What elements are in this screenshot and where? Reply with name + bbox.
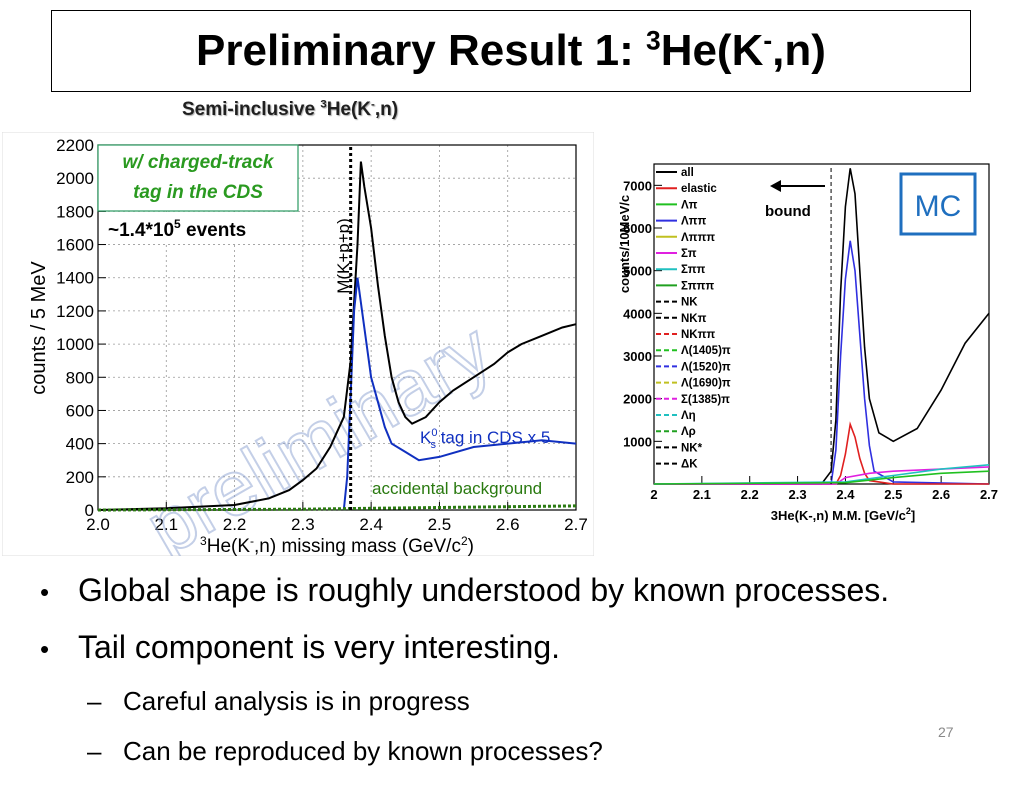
y-tick-label: 6000 (623, 221, 652, 236)
x-tick-label: 2.5 (884, 487, 902, 502)
x-tick-label: 2.6 (932, 487, 950, 502)
subbullet-item: – Can be reproduced by known processes? (87, 736, 1010, 786)
y-tick-label: 1000 (56, 335, 94, 354)
legend-label: Λρ (681, 426, 696, 438)
threshold-label: M(K+p+p) (334, 218, 353, 294)
y-tick-label: 5000 (623, 264, 652, 279)
x-tick-label: 2.7 (564, 515, 588, 534)
subbullet-text: Careful analysis is in progress (123, 686, 470, 716)
series-line (654, 240, 990, 485)
bound-arrowhead (770, 180, 781, 192)
bullet-dot: • (40, 577, 50, 607)
left-plot-frame (97, 144, 577, 511)
left-chart-panel: 2.0 2.1 2.2 2.3 2.4 2.5 2.6 2.7 0 200 400 600 800 100… (1, 131, 595, 573)
right-chart-panel: 2 2.1 2.2 2.3 2.4 2.5 2.6 2.7 1000 2000 3000 4000 50… (615, 158, 1005, 526)
tag-label-box (97, 144, 299, 212)
x-tick-label: 2.0 (86, 515, 110, 534)
subbullet-text: Can be reproduced by known processes? (123, 736, 603, 766)
y-tick-label: 2000 (623, 392, 652, 407)
x-tick-label: 2.6 (496, 515, 520, 534)
bullet-text: Tail component is very interesting. (78, 629, 560, 665)
legend-label: ΔK (681, 459, 698, 471)
legend-label: all (681, 167, 694, 179)
x-tick-label: 2.1 (693, 487, 711, 502)
legend-label: NK* (681, 442, 703, 454)
mc-label: MC (915, 190, 962, 223)
y-tick-label: 1800 (56, 202, 94, 221)
tag-label-line1: w/ charged-track (123, 152, 275, 173)
legend-label: Λ(1405)π (681, 345, 731, 357)
tag-label-line2: tag in the CDS (133, 182, 263, 203)
y-tick-label: 1200 (56, 302, 94, 321)
x-tick-label: 2.2 (741, 487, 759, 502)
y-tick-label: 4000 (623, 306, 652, 321)
page-number: 27 (938, 724, 954, 740)
legend-label: Λ(1520)π (681, 361, 731, 373)
series-line (654, 168, 990, 485)
y-tick-label: 1000 (623, 434, 652, 449)
y-tick-label: 3000 (623, 349, 652, 364)
right-chart: 2 2.1 2.2 2.3 2.4 2.5 2.6 2.7 1000 2000 3000 4000 50… (615, 158, 1005, 526)
y-tick-label: 2000 (56, 169, 94, 188)
bullet-list: • Global shape is roughly understood by k… (40, 572, 1010, 786)
mc-label-box (899, 172, 977, 236)
series-line (654, 421, 989, 485)
bullet-item: • Tail component is very interesting. (40, 629, 1010, 686)
legend-label: Λπ (681, 199, 698, 211)
series-line (653, 470, 990, 485)
title-box: Preliminary Result 1: 3He(K-,n) (51, 10, 971, 92)
series-line (97, 161, 577, 511)
accidental-label: accidental background (372, 479, 542, 498)
right-y-axis-label: counts/10MeV/c (617, 195, 632, 293)
legend-label: Σπππ (681, 280, 714, 292)
ks-tag-label: K0 s tag in CDS x 5 (420, 427, 550, 451)
legend-label: NKππ (681, 329, 715, 341)
x-tick-label: 2.4 (359, 515, 383, 534)
subbullet-dash: – (87, 736, 102, 766)
legend-label: Λππ (681, 216, 706, 228)
legend-label: Λπππ (681, 232, 715, 244)
y-tick-label: 1600 (56, 236, 94, 255)
series-line (97, 504, 577, 512)
subbullet-dash: – (87, 686, 102, 716)
legend-label: NK (681, 297, 698, 309)
legend-label: elastic (681, 183, 717, 195)
y-tick-label: 600 (66, 401, 94, 420)
y-tick-label: 1400 (56, 269, 94, 288)
x-tick-label: 2.2 (223, 515, 247, 534)
x-tick-label: 2.1 (154, 515, 178, 534)
events-label-bg (102, 214, 282, 244)
legend-label: Λη (681, 410, 696, 422)
left-x-axis-label: 3He(K-,n) missing mass (GeV/c2) (200, 534, 474, 556)
left-y-axis-label: counts / 5 MeV (28, 261, 50, 395)
legend-label: Σππ (681, 264, 706, 276)
legend-label: Λ(1690)π (681, 378, 731, 390)
x-tick-label: 2.4 (836, 487, 855, 502)
subbullet-item: – Careful analysis is in progress (87, 686, 1010, 736)
chart-subtitle: Semi-inclusive 3He(K-,n) (182, 98, 399, 120)
left-chart: 2.0 2.1 2.2 2.3 2.4 2.5 2.6 2.7 0 200 400 600 800 100… (1, 131, 595, 573)
bound-label: bound (765, 203, 811, 220)
legend-label: Σπ (681, 248, 697, 260)
series-line (342, 277, 577, 511)
y-tick-label: 2200 (56, 136, 94, 155)
y-tick-label: 800 (66, 368, 94, 387)
legend-label: NKπ (681, 313, 707, 325)
x-tick-label: 2 (650, 487, 657, 502)
slide-title: Preliminary Result 1: 3He(K-,n) (196, 25, 826, 75)
x-tick-label: 2.3 (291, 515, 315, 534)
right-x-axis-label: 3He(K-,n) M.M. [GeV/c2] (771, 506, 915, 523)
bullet-item: • Global shape is roughly understood by k… (40, 572, 1010, 629)
y-tick-label: 400 (66, 435, 94, 454)
x-tick-label: 2.7 (980, 487, 998, 502)
x-tick-label: 2.5 (428, 515, 452, 534)
bullet-text: Global shape is roughly understood by kn… (78, 572, 890, 608)
y-tick-label: 7000 (623, 178, 652, 193)
events-label: ~1.4*105 events (108, 217, 246, 241)
bullet-dot: • (40, 634, 50, 664)
y-tick-label: 200 (66, 468, 94, 487)
legend-label: Σ(1385)π (681, 394, 730, 406)
y-tick-label: 0 (85, 501, 94, 520)
x-tick-label: 2.3 (789, 487, 807, 502)
